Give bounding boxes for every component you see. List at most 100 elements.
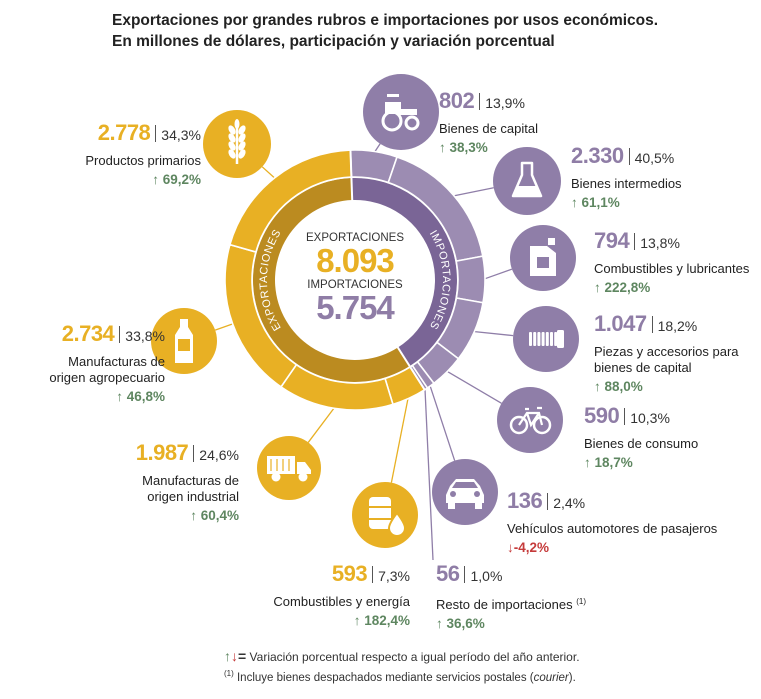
footnote-text: Incluye bienes despachados mediante serv… [236,672,534,684]
separator [628,148,630,165]
variation: ↑ 18,7% [584,455,698,470]
footnote-mark: (1) [576,597,586,606]
connector-lines [214,143,514,561]
value: 2.330 [571,143,624,168]
share: 2,4% [553,495,586,511]
arrow-up-icon: ↑ [571,195,582,210]
arrow-up-icon: ↑ [353,613,365,628]
connector-im2 [482,268,513,281]
center-exp-label: EXPORTACIONES [306,232,404,244]
separator [155,125,157,142]
inner-ring-imports [351,178,458,367]
label: Bienes de consumo [584,436,699,451]
separator [193,445,195,462]
label: Bienes intermedios [571,176,682,191]
icon-bg-im1 [493,147,561,215]
variation: ↑ 88,0% [594,379,739,394]
center-imp-value: 5.754 [316,289,395,326]
ring-divider [349,150,354,203]
import-item-vehiculos: 136 2,4% Vehículos automotores de pasajer… [507,488,717,556]
variation-value: 60,4% [200,508,239,523]
share: 7,3% [378,568,410,584]
variation-value: 18,7% [594,455,633,470]
label-line-2: bienes de capital [594,360,692,375]
share: 40,5% [634,150,675,166]
separator [547,493,549,510]
import-item-bienes-de-capital: 802 13,9% Bienes de capital ↑ 38,3% [439,88,538,156]
tractor-icon [381,94,420,132]
donut-chart [224,149,486,411]
share: 18,2% [657,318,698,334]
import-slice-2 [455,255,486,304]
variation-value: 61,1% [581,195,620,210]
variation-value: -4,2% [513,540,550,555]
center-labels: EXPORTACIONES 8.093 IMPORTACIONES 5.754 [300,232,410,325]
label-line-1: Piezas y accesorios para [594,344,739,359]
share: 10,3% [630,410,670,426]
share: 1,0% [470,568,503,584]
arrow-up-icon: ↑ [190,508,201,523]
value: 1.047 [594,311,647,336]
value: 2.778 [97,120,151,145]
jerrycan-icon [530,238,556,276]
variation: ↑ 36,6% [436,616,586,631]
footnote: (1) Incluye bienes despachados mediante … [224,669,576,684]
export-slice-0 [228,149,353,253]
value: 794 [594,228,630,253]
legend-note: ↑↓= Variación porcentual respecto a igua… [224,648,580,664]
variation: ↑ 61,1% [571,195,682,210]
connector-ex1 [214,322,235,331]
variation: ↑ 222,8% [594,280,749,295]
separator [464,566,466,583]
bottle-icon [175,319,193,363]
connector-im6 [424,387,434,561]
label-line-2: origen agropecuario [49,370,165,385]
variation-value: 88,0% [604,379,643,394]
inner-ring-exports [253,178,410,382]
import-item-piezas-accesorios: 1.047 18,2% Piezas y accesorios para bien… [594,311,739,395]
value: 802 [439,88,475,113]
value: 136 [507,488,543,513]
flask-icon [511,161,543,198]
label: Combustibles y lubricantes [594,261,750,276]
arrow-up-icon: ↑ [116,389,127,404]
wheat-icon [228,119,246,164]
footnote-italic: courier [533,672,569,684]
import-item-bienes-de-consumo: 590 10,3% Bienes de consumo ↑ 18,7% [584,405,699,471]
arrow-up-icon: ↑ [439,140,450,155]
value: 1.987 [135,440,189,465]
share: 24,6% [199,447,239,463]
connector-ex2 [307,406,336,443]
import-item-resto: 56 1,0% Resto de importaciones (1) ↑ 36,6… [436,561,586,632]
separator [634,233,636,250]
share: 34,3% [161,127,201,143]
label: Resto de importaciones (1) [436,594,586,613]
chart-title: Exportaciones por grandes rubros e impor… [112,10,658,52]
export-item-moa: 2.734 33,8% Manufacturas de origen agrope… [49,323,165,405]
value: 56 [436,561,460,586]
barrel-icon [369,497,407,538]
center-imp-label: IMPORTACIONES [307,279,403,291]
ring-divider [395,345,426,391]
value: 593 [331,561,368,586]
center-exp-value: 8.093 [316,242,395,279]
title-line-2: En millones de dólares, participación y … [112,33,555,50]
arrow-up-icon: ↑ [584,455,595,470]
car-icon [446,479,484,509]
title-line-1: Exportaciones por grandes rubros e impor… [112,12,659,29]
arrow-down-icon: ↓ [507,540,514,555]
export-item-combustibles-energia: 593 7,3% Combustibles y energía ↑ 182,4% [273,561,410,629]
variation-value: 182,4% [364,613,410,628]
arrow-up-icon: ↑ [594,379,605,394]
export-item-productos-primarios: 2.778 34,3% Productos primarios ↑ 69,2% [85,120,201,188]
legend-arrows: ↑↓= [224,648,247,664]
connector-im3 [472,330,514,337]
label-text: Resto de importaciones [436,597,573,612]
variation-value: 69,2% [162,172,201,187]
separator [119,326,121,343]
variation: ↑ 46,8% [49,389,165,404]
arrow-up-icon: ↑ [594,280,605,295]
variation: ↑ 182,4% [273,613,410,628]
label-line-1: Manufacturas de [68,354,165,369]
variation-value: 38,3% [449,140,488,155]
